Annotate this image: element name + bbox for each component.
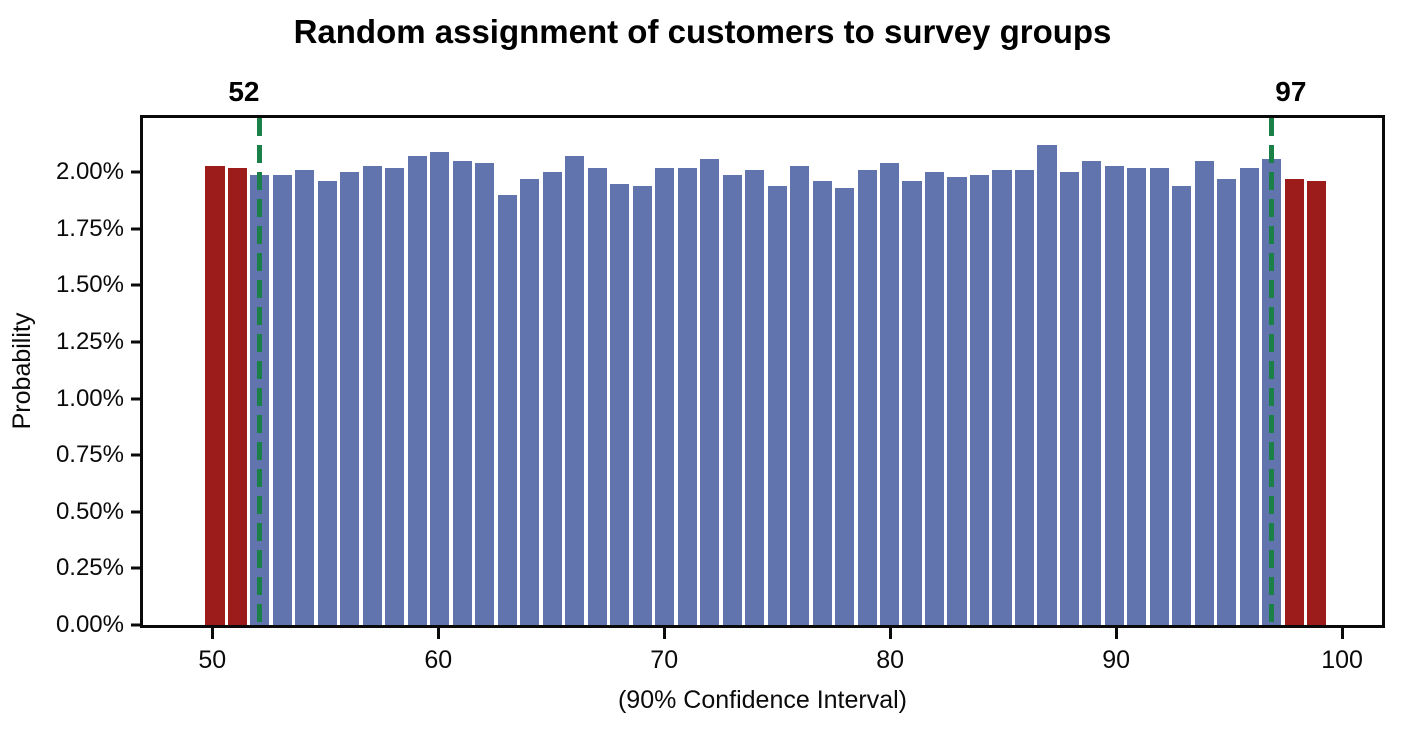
bar-x90 (1104, 165, 1124, 625)
y-tick-label-0.25%: 0.25% (55, 554, 124, 582)
bar-x54 (295, 170, 315, 625)
bar-x66 (565, 156, 585, 625)
bars-layer (143, 118, 1382, 625)
x-tick-mark (1114, 628, 1118, 639)
bar-x82 (924, 172, 945, 625)
bar-x65 (542, 172, 562, 625)
y-tick-label-1.00%: 1.00% (55, 384, 124, 412)
y-axis: 0.00% 0.25% 0.50% 0.75% 1.00% 1.25% 1.50% 1.75%… (0, 118, 140, 638)
bar-x56 (340, 172, 360, 625)
y-tick-mark (131, 510, 140, 514)
bar-x86 (1014, 170, 1035, 625)
bar-x57 (362, 165, 382, 625)
y-tick-label-0.00%: 0.00% (55, 611, 124, 638)
bar-x51 (227, 167, 247, 625)
bar-x93 (1172, 185, 1192, 625)
plot-area (140, 115, 1385, 628)
y-tick-mark (131, 340, 140, 344)
chart-title: Random assignment of customers to survey… (293, 13, 1112, 50)
y-tick-label-2.00%: 2.00% (55, 158, 124, 186)
y-tick-label-1.25%: 1.25% (55, 328, 124, 356)
x-tick-mark (662, 628, 666, 639)
bar-x85 (992, 170, 1012, 625)
y-axis-label: Probability (8, 312, 36, 430)
bar-x73 (722, 174, 742, 625)
bar-x88 (1059, 172, 1079, 625)
x-tick-label-70: 70 (650, 646, 679, 674)
bar-x61 (452, 161, 472, 625)
y-tick-mark (131, 170, 140, 174)
interval-line-lower (257, 118, 263, 625)
x-tick-label-60: 60 (424, 646, 453, 674)
bar-x50 (205, 165, 225, 625)
interval-lines-layer (143, 118, 1382, 625)
bar-x77 (812, 181, 832, 625)
bar-x69 (632, 185, 652, 625)
bar-x75 (767, 185, 787, 625)
bar-x74 (745, 170, 765, 625)
y-tick-mark (131, 283, 140, 287)
y-tick-label-0.50%: 0.50% (55, 497, 124, 525)
y-tick-label-0.75%: 0.75% (55, 441, 124, 469)
y-tick-mark (131, 623, 140, 627)
interval-label-upper: 97 (1275, 76, 1307, 107)
x-tick-mark (888, 628, 892, 639)
bar-x92 (1149, 167, 1169, 625)
bar-x78 (835, 188, 855, 625)
bar-x83 (947, 176, 967, 625)
bar-x94 (1194, 161, 1214, 625)
bar-x68 (610, 183, 630, 625)
x-tick-label-50: 50 (198, 646, 227, 674)
bar-x87 (1037, 145, 1057, 625)
bar-x81 (902, 181, 922, 625)
x-tick-mark (1340, 628, 1344, 639)
y-tick-mark (131, 397, 140, 401)
y-tick-mark (131, 227, 140, 231)
bar-x84 (969, 174, 990, 625)
x-axis-label: (90% Confidence Interval) (617, 686, 908, 714)
x-tick-label-90: 90 (1102, 646, 1131, 674)
bar-x59 (407, 156, 427, 625)
bar-x63 (497, 194, 517, 625)
y-tick-mark (131, 566, 140, 570)
bar-x91 (1127, 167, 1147, 625)
bar-x99 (1307, 181, 1327, 625)
x-tick-label-100: 100 (1321, 646, 1363, 674)
y-tick-label-1.75%: 1.75% (55, 214, 124, 242)
bar-x53 (272, 174, 292, 625)
bar-x79 (857, 170, 877, 625)
x-tick-label-80: 80 (876, 646, 905, 674)
bar-x60 (430, 151, 450, 625)
bar-x76 (790, 165, 810, 625)
bar-x71 (677, 167, 697, 625)
bar-x96 (1239, 167, 1259, 625)
bar-x64 (520, 179, 540, 625)
bar-x95 (1217, 179, 1237, 625)
interval-annotation-layer: 52 97 (140, 76, 1385, 110)
x-tick-mark (210, 628, 214, 639)
bar-x55 (317, 181, 337, 625)
interval-label-lower: 52 (228, 76, 260, 107)
bar-x98 (1284, 179, 1304, 625)
bar-x70 (655, 167, 675, 625)
interval-line-upper (1269, 118, 1275, 625)
bar-x67 (587, 167, 607, 625)
x-axis: 50 60 70 80 90 100 (140, 628, 1385, 688)
y-tick-mark (131, 453, 140, 457)
bar-x62 (475, 163, 495, 625)
x-tick-mark (436, 628, 440, 639)
bar-x80 (879, 163, 900, 625)
bar-x72 (700, 158, 720, 625)
y-tick-label-1.50%: 1.50% (55, 271, 124, 299)
bar-x89 (1082, 161, 1102, 625)
bar-x58 (385, 167, 405, 625)
